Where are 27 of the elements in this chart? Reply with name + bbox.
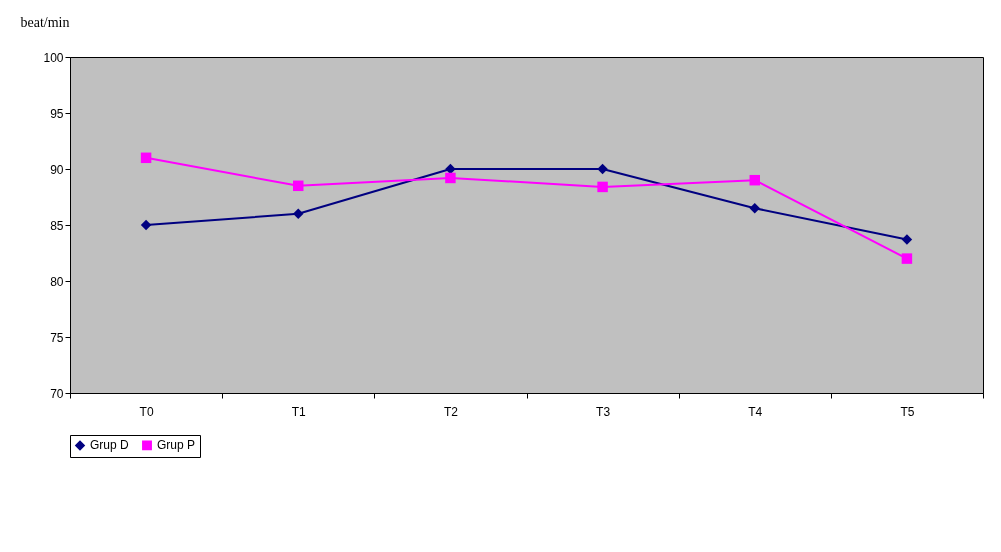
y-tick-label: 70 xyxy=(50,386,64,401)
y-tick-label: 85 xyxy=(50,218,64,233)
point xyxy=(140,219,152,231)
point xyxy=(445,172,456,184)
point xyxy=(597,181,608,193)
y-tick-label: 80 xyxy=(50,274,64,289)
legend-label: Grup P xyxy=(157,438,196,453)
x-tick-label: T4 xyxy=(748,404,763,419)
point xyxy=(293,180,304,192)
point xyxy=(140,152,152,164)
x-tick-label: T2 xyxy=(443,404,459,419)
point xyxy=(293,208,304,220)
x-tick-label: T3 xyxy=(596,404,611,419)
y-axis-title: beat/min xyxy=(20,14,70,30)
point xyxy=(597,163,608,175)
x-tick-label: T0 xyxy=(139,404,154,419)
y-tick-label: 95 xyxy=(50,106,64,121)
y-tick-label: 75 xyxy=(50,330,64,345)
x-tick-label: T5 xyxy=(900,404,915,419)
point xyxy=(901,234,913,245)
point xyxy=(749,174,760,186)
legend-label: Grup D xyxy=(90,438,130,453)
point xyxy=(901,253,913,264)
y-tick-label: 100 xyxy=(43,50,64,65)
x-tick-label: T1 xyxy=(291,404,307,419)
point xyxy=(749,202,760,214)
y-tick-label: 90 xyxy=(50,162,64,177)
